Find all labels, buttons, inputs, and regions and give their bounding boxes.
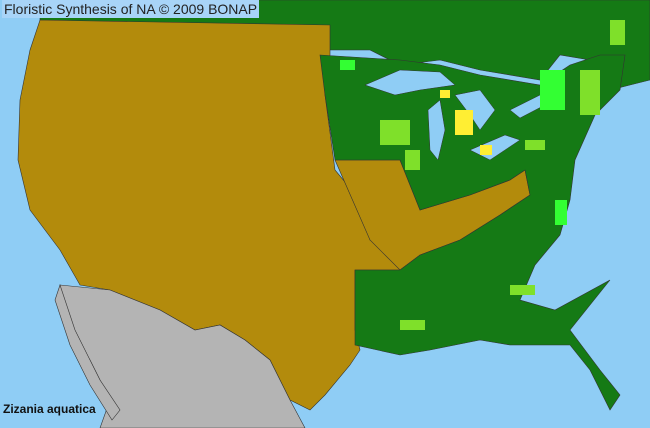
- map-title: Floristic Synthesis of NA © 2009 BONAP: [2, 0, 260, 18]
- county-records: [340, 20, 625, 330]
- species-label: Zizania aquatica: [3, 402, 96, 416]
- baja-california: [54, 284, 121, 421]
